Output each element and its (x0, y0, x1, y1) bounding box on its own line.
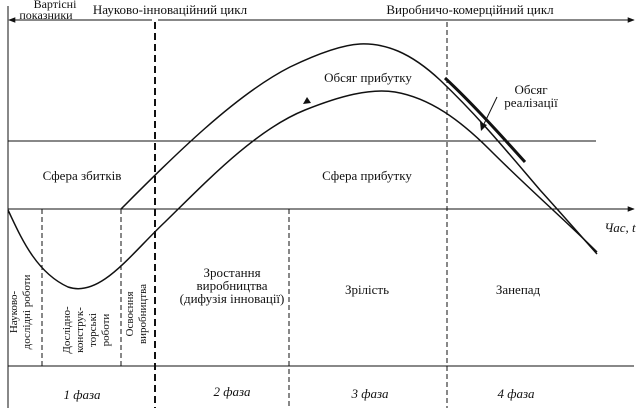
phase-2-label: 2 фаза (213, 384, 251, 399)
mastering-label-line-2: виробництва (137, 284, 149, 344)
profit-sphere-label: Сфера прибутку (322, 168, 412, 183)
research-label-line-2: дослідні роботи (21, 275, 33, 350)
sales-curve-emphasis (443, 76, 527, 164)
innovation-cycle-label: Науково-інноваційний цикл (93, 2, 248, 17)
research-label-line-1: Науково- (8, 291, 20, 334)
production-cycle-label: Виробничо-комерційний цикл (386, 2, 554, 17)
profit-volume-label: Обсяг прибутку (324, 70, 412, 85)
sales-curve (120, 43, 598, 255)
profit-curve (7, 90, 598, 290)
time-axis-label: Час, t (604, 220, 636, 235)
decline-label: Занепад (496, 282, 541, 297)
cost-indicators-line-2: показники (19, 8, 73, 22)
development-label-line-2: конструк- (74, 307, 86, 353)
loss-sphere-label: Сфера збитків (43, 168, 122, 183)
profit-pointer-arrow (303, 97, 311, 104)
growth-label-line-1: Зростання (203, 265, 260, 280)
phase-1-label: 1 фаза (63, 387, 101, 402)
development-label-line-3: торські (87, 313, 99, 347)
maturity-label: Зрілість (345, 282, 389, 297)
sales-leader-line (482, 96, 498, 127)
development-label-line-4: роботи (100, 314, 112, 347)
sales-volume-label-2: реалізації (504, 95, 558, 110)
sales-pointer-arrow (480, 122, 487, 131)
growth-label-line-2: виробництва (197, 278, 268, 293)
growth-label-line-3: (дифузія інновації) (180, 291, 285, 306)
sales-volume-label-1: Обсяг (514, 82, 547, 97)
development-label-line-1: Дослідно- (61, 306, 73, 354)
mastering-label-line-1: Освоєння (124, 292, 136, 337)
cost-indicators-line-1: Вартісні (34, 0, 77, 11)
phase-4-label: 4 фаза (497, 386, 535, 401)
phase-3-label: 3 фаза (350, 386, 389, 401)
